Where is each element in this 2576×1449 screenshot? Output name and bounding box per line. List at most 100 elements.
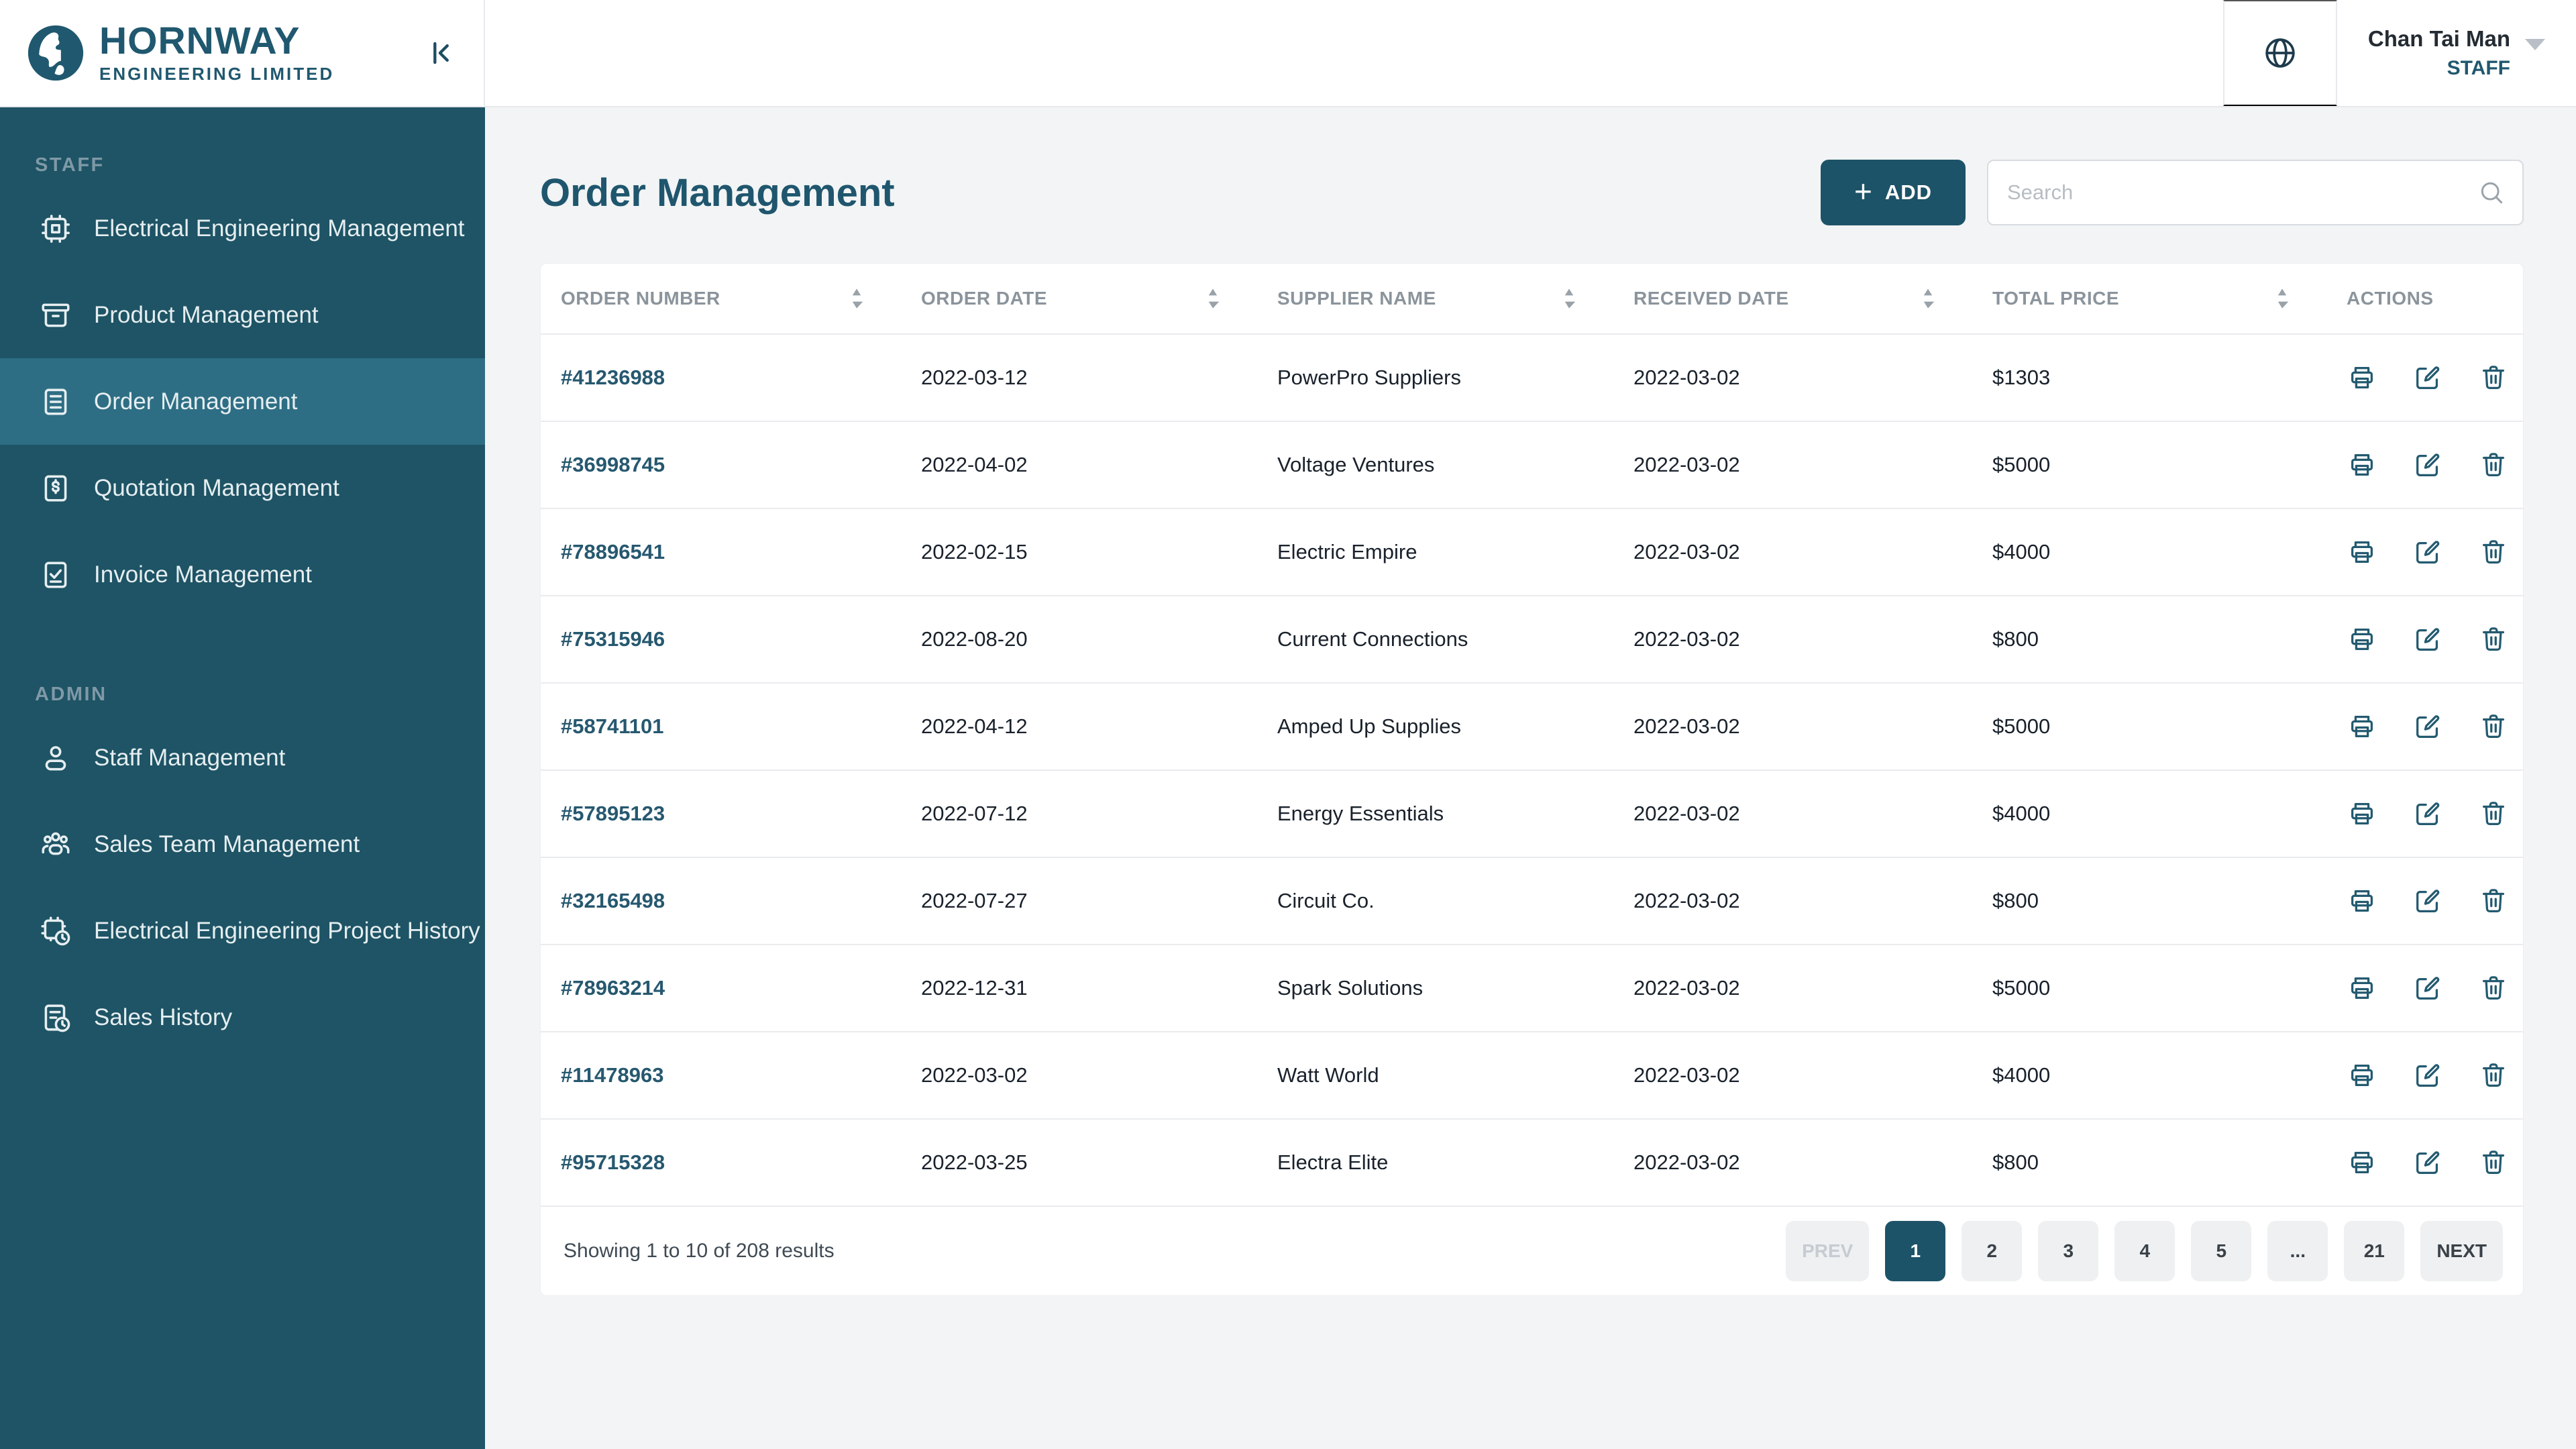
received-date-cell: 2022-03-02 [1633,366,1740,389]
edit-icon [2412,1147,2443,1178]
table-row: #75315946 2022-08-20 Current Connections… [541,595,2523,682]
order-number-link[interactable]: #58741101 [561,714,664,738]
sidebar-item-label: Order Management [94,388,298,415]
table-row: #36998745 2022-04-02 Voltage Ventures 20… [541,421,2523,508]
order-number-link[interactable]: #95715328 [561,1150,665,1174]
pagination-page-5[interactable]: 5 [2191,1221,2252,1281]
sidebar-item-staff-management[interactable]: Staff Management [0,714,485,801]
pagination-ellipsis[interactable]: ... [2267,1221,2328,1281]
document-dollar-icon [39,472,72,505]
pagination-page-2[interactable]: 2 [1962,1221,2023,1281]
delete-button[interactable] [2478,1147,2509,1178]
total-price-cell: $5000 [1992,453,2051,476]
edit-button[interactable] [2412,362,2443,393]
delete-button[interactable] [2478,798,2509,829]
edit-button[interactable] [2412,798,2443,829]
delete-button[interactable] [2478,362,2509,393]
delete-button[interactable] [2478,624,2509,655]
print-button[interactable] [2347,537,2377,568]
order-number-link[interactable]: #75315946 [561,627,665,651]
total-price-cell: $4000 [1992,540,2051,564]
order-number-link[interactable]: #41236988 [561,366,665,389]
supplier-name-cell: Watt World [1277,1063,1379,1087]
print-button[interactable] [2347,624,2377,655]
total-price-cell: $4000 [1992,1063,2051,1087]
sidebar-item-product-management[interactable]: Product Management [0,272,485,358]
edit-button[interactable] [2412,537,2443,568]
pagination-page-1[interactable]: 1 [1885,1221,1946,1281]
delete-icon [2478,624,2509,655]
print-button[interactable] [2347,973,2377,1004]
print-button[interactable] [2347,885,2377,916]
sidebar-item-label: Electrical Engineering Project History [94,917,480,944]
column-header-received-date[interactable]: RECEIVED DATE [1633,287,1992,310]
edit-button[interactable] [2412,1147,2443,1178]
print-button[interactable] [2347,1060,2377,1091]
order-number-link[interactable]: #78896541 [561,540,665,564]
sidebar-item-label: Product Management [94,301,319,328]
sidebar-item-label: Staff Management [94,744,286,771]
delete-button[interactable] [2478,885,2509,916]
sidebar-item-sales-history[interactable]: Sales History [0,974,485,1061]
received-date-cell: 2022-03-02 [1633,1063,1740,1087]
print-button[interactable] [2347,711,2377,742]
received-date-cell: 2022-03-02 [1633,714,1740,738]
search-input[interactable] [1987,160,2524,225]
delete-button[interactable] [2478,973,2509,1004]
sidebar-item-label: Electrical Engineering Management [94,215,465,241]
sidebar-item-electrical-engineering-project-history[interactable]: Electrical Engineering Project History [0,888,485,974]
sidebar-item-quotation-management[interactable]: Quotation Management [0,445,485,531]
column-header-order-number[interactable]: ORDER NUMBER [541,287,921,310]
print-button[interactable] [2347,362,2377,393]
edit-icon [2412,449,2443,480]
add-button[interactable]: + ADD [1821,160,1966,225]
pagination-page-3[interactable]: 3 [2038,1221,2099,1281]
pagination-page-4[interactable]: 4 [2114,1221,2176,1281]
column-header-order-date[interactable]: ORDER DATE [921,287,1277,310]
sidebar-item-label: Invoice Management [94,561,312,588]
language-button[interactable] [2223,0,2337,106]
pagination-next-button[interactable]: NEXT [2420,1221,2503,1281]
order-number-link[interactable]: #57895123 [561,802,665,825]
sidebar-item-electrical-engineering-management[interactable]: Electrical Engineering Management [0,185,485,272]
pagination-prev-button[interactable]: PREV [1786,1221,1870,1281]
sidebar-item-invoice-management[interactable]: Invoice Management [0,531,485,618]
received-date-cell: 2022-03-02 [1633,1150,1740,1174]
print-button[interactable] [2347,798,2377,829]
sidebar-item-order-management[interactable]: Order Management [0,358,485,445]
column-header-supplier-name[interactable]: SUPPLIER NAME [1277,287,1633,310]
edit-button[interactable] [2412,711,2443,742]
column-header-total-price[interactable]: TOTAL PRICE [1992,287,2347,310]
pagination-page-21[interactable]: 21 [2344,1221,2405,1281]
table-row: #58741101 2022-04-12 Amped Up Supplies 2… [541,682,2523,769]
chip-icon [39,212,72,246]
print-button[interactable] [2347,1147,2377,1178]
order-number-link[interactable]: #78963214 [561,976,665,1000]
delete-button[interactable] [2478,711,2509,742]
order-number-link[interactable]: #11478963 [561,1063,664,1087]
delete-button[interactable] [2478,537,2509,568]
delete-icon [2478,798,2509,829]
delete-button[interactable] [2478,1060,2509,1091]
order-number-link[interactable]: #32165498 [561,889,665,912]
table-row: #11478963 2022-03-02 Watt World 2022-03-… [541,1031,2523,1118]
sidebar-item-sales-team-management[interactable]: Sales Team Management [0,801,485,888]
total-price-cell: $800 [1992,1150,2039,1174]
sort-icon [2275,287,2289,310]
received-date-cell: 2022-03-02 [1633,540,1740,564]
supplier-name-cell: Spark Solutions [1277,976,1424,1000]
person-icon [39,741,72,775]
table-row: #78963214 2022-12-31 Spark Solutions 202… [541,944,2523,1031]
collapse-sidebar-button[interactable] [423,36,458,70]
order-number-link[interactable]: #36998745 [561,453,665,476]
edit-button[interactable] [2412,885,2443,916]
edit-button[interactable] [2412,973,2443,1004]
order-date-cell: 2022-12-31 [921,976,1028,1000]
pagination: PREV 1 2 3 4 5 ... 21 NEXT [1786,1221,2503,1281]
edit-button[interactable] [2412,1060,2443,1091]
print-button[interactable] [2347,449,2377,480]
edit-button[interactable] [2412,624,2443,655]
edit-button[interactable] [2412,449,2443,480]
user-menu[interactable]: Chan Tai Man STAFF [2337,0,2576,106]
delete-button[interactable] [2478,449,2509,480]
